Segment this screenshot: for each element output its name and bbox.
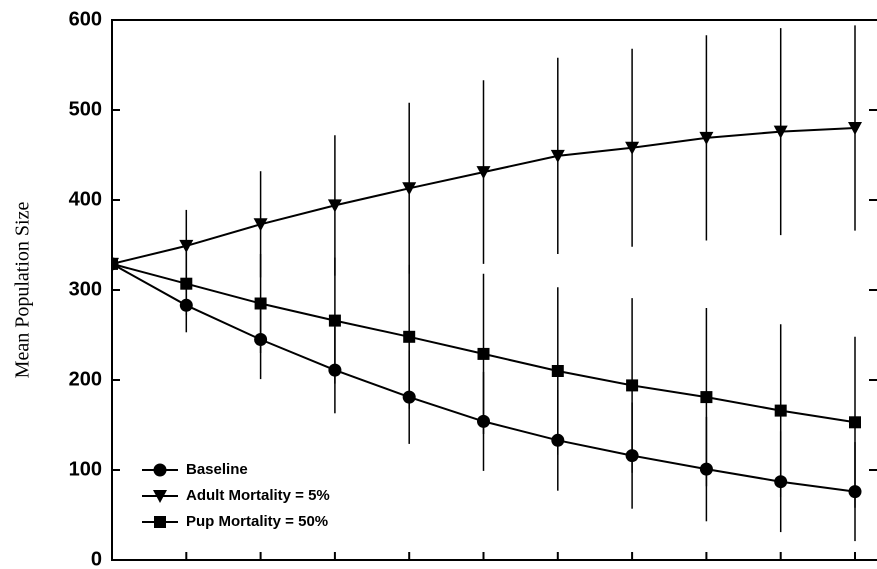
y-tick-label: 300 xyxy=(69,278,102,300)
data-point xyxy=(112,257,118,270)
data-point xyxy=(699,131,714,145)
y-tick-label: 600 xyxy=(69,8,102,30)
data-point xyxy=(774,404,787,417)
plot-area xyxy=(112,25,862,542)
legend-marker xyxy=(153,490,167,503)
data-point xyxy=(179,239,194,253)
data-point xyxy=(476,166,491,180)
data-point xyxy=(402,182,417,196)
y-tick-label: 100 xyxy=(69,458,102,480)
y-tick-label: 500 xyxy=(69,98,102,120)
y-tick-label: 400 xyxy=(69,188,102,210)
y-tick-label: 0 xyxy=(91,548,102,569)
y-tick-label: 200 xyxy=(69,368,102,390)
data-point xyxy=(327,199,342,213)
data-point xyxy=(477,347,490,360)
legend-marker xyxy=(153,463,167,477)
data-point xyxy=(700,391,713,404)
data-point xyxy=(848,122,862,135)
data-point xyxy=(328,314,341,327)
data-point xyxy=(180,277,193,290)
legend-marker xyxy=(154,516,166,528)
data-point xyxy=(253,218,268,232)
data-point xyxy=(551,365,564,377)
data-point xyxy=(626,379,639,392)
legend-label: Pup Mortality = 50% xyxy=(186,513,328,530)
legend-label: Adult Mortality = 5% xyxy=(186,487,330,504)
legend-label: Baseline xyxy=(186,461,248,478)
data-point xyxy=(625,141,640,155)
data-point xyxy=(550,149,565,163)
data-point xyxy=(849,416,861,429)
data-point xyxy=(254,297,267,310)
y-axis-label: Mean Population Size xyxy=(12,202,34,379)
data-point xyxy=(773,125,788,139)
data-point xyxy=(403,330,416,343)
